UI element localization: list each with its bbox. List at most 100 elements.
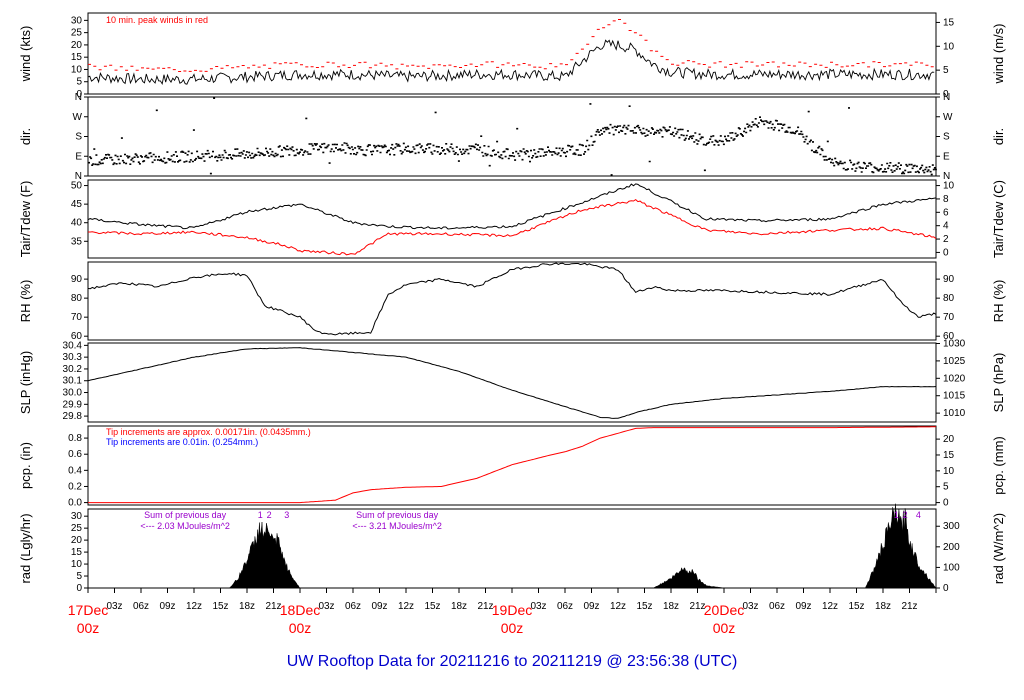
x-hour-label: 09z bbox=[795, 601, 811, 612]
rh-right-tick-label: 70 bbox=[943, 312, 955, 323]
wind-right-tick-label: 5 bbox=[943, 65, 949, 76]
rad-marker-label: 1 bbox=[894, 510, 899, 520]
x-hour-label: 21z bbox=[265, 601, 281, 612]
rad-right-tick-label: 0 bbox=[943, 583, 949, 594]
x-day-time-label: 00z bbox=[713, 620, 736, 636]
x-hour-label: 18z bbox=[239, 601, 255, 612]
pcp-left-tick-label: 0.4 bbox=[68, 465, 82, 476]
rad-marker-label: 4 bbox=[916, 510, 921, 520]
x-day-label: 17Dec bbox=[68, 602, 108, 618]
x-hour-label: 03z bbox=[742, 601, 758, 612]
dir-left-tick-label: S bbox=[75, 132, 82, 143]
x-hour-label: 15z bbox=[848, 601, 864, 612]
rad-left-tick-label: 15 bbox=[71, 547, 83, 558]
x-hour-label: 06z bbox=[345, 601, 361, 612]
pcp-left-tick-label: 0.0 bbox=[68, 498, 82, 509]
rh-left-tick-label: 80 bbox=[71, 293, 83, 304]
wind-ylabel-left: wind (kts) bbox=[18, 26, 33, 83]
x-day-label: 18Dec bbox=[280, 602, 320, 618]
panel-slp: 29.829.930.030.130.230.330.4 1010 1015 1020… bbox=[18, 338, 1006, 423]
slp-right-tick-label: 1015 bbox=[943, 391, 966, 402]
rad-note-label: Sum of previous day bbox=[356, 510, 439, 520]
slp-ylabel-right: SLP (hPa) bbox=[991, 353, 1006, 413]
wind-left-tick-label: 20 bbox=[71, 40, 83, 51]
temp-right-tick-label: 0 bbox=[943, 247, 949, 258]
rh-right-tick-label: 60 bbox=[943, 331, 955, 342]
slp-right-tick-label: 1020 bbox=[943, 373, 966, 384]
wind-left-tick-label: 30 bbox=[71, 15, 83, 26]
dir-left-tick-label: E bbox=[75, 151, 82, 162]
wind-series-mean bbox=[87, 39, 935, 86]
x-hour-label: 18z bbox=[451, 601, 467, 612]
x-hour-label: 09z bbox=[371, 601, 387, 612]
rh-series-0 bbox=[87, 262, 937, 336]
temp-left-tick-label: 40 bbox=[71, 218, 83, 229]
slp-left-tick-label: 30.1 bbox=[63, 376, 83, 387]
dir-right-tick-label: N bbox=[943, 171, 950, 182]
pcp-right-tick-label: 5 bbox=[943, 482, 949, 493]
rh-ylabel-left: RH (%) bbox=[18, 280, 33, 323]
x-hour-label: 21z bbox=[477, 601, 493, 612]
pcp-left-tick-label: 0.2 bbox=[68, 481, 82, 492]
x-day-time-label: 00z bbox=[501, 620, 524, 636]
x-hour-label: 15z bbox=[424, 601, 440, 612]
rad-note-value: <--- 3.21 MJoules/m^2 bbox=[352, 521, 442, 531]
x-hour-label: 12z bbox=[822, 601, 838, 612]
slp-right-tick-label: 1025 bbox=[943, 356, 966, 367]
rad-marker-label: 3 bbox=[284, 510, 289, 520]
x-hour-label: 06z bbox=[557, 601, 573, 612]
dir-right-tick-label: N bbox=[943, 92, 950, 103]
pcp-series-0 bbox=[88, 426, 936, 504]
x-day-time-label: 00z bbox=[289, 620, 312, 636]
wind-left-tick-label: 0 bbox=[76, 89, 82, 100]
temp-left-tick-label: 35 bbox=[71, 236, 83, 247]
rh-left-tick-label: 70 bbox=[71, 312, 83, 323]
panel-pcp: 0.0 0.2 0.4 0.6 0.8 0 5 10 15 20 pcp. (in) pcp. (mm… bbox=[18, 425, 1006, 509]
slp-left-tick-label: 30.2 bbox=[63, 364, 83, 375]
temp-series-air bbox=[87, 183, 937, 230]
x-axis: 03z 06z 09z 12z 15z 18z 21z 03z 06z 09z 12z 15z 18z 2… bbox=[68, 588, 937, 636]
pcp-right-tick-label: 15 bbox=[943, 450, 955, 461]
x-day-label: 19Dec bbox=[492, 602, 532, 618]
temp-right-tick-label: 2 bbox=[943, 234, 949, 245]
wind-right-tick-label: 0 bbox=[943, 89, 949, 100]
wind-right-tick-label: 15 bbox=[943, 17, 955, 28]
panel-temp: 35 40 45 50 0 2 4 6 8 10 Tair/Tdew (F) Tair/Tdew (C… bbox=[18, 179, 1006, 259]
rad-marker-label: 1 bbox=[258, 510, 263, 520]
rad-left-tick-label: 0 bbox=[76, 583, 82, 594]
x-hour-label: 03z bbox=[530, 601, 546, 612]
x-hour-label: 12z bbox=[610, 601, 626, 612]
temp-frame bbox=[87, 179, 937, 259]
dir-ylabel-right: dir. bbox=[991, 128, 1006, 145]
pcp-frame bbox=[87, 425, 937, 506]
rad-left-tick-label: 5 bbox=[76, 571, 82, 582]
x-hour-label: 12z bbox=[398, 601, 414, 612]
pcp-right-tick-label: 0 bbox=[943, 498, 949, 509]
wind-left-tick-label: 5 bbox=[76, 77, 82, 88]
wind-ylabel-right: wind (m/s) bbox=[991, 24, 1006, 85]
rh-ylabel-right: RH (%) bbox=[991, 280, 1006, 323]
temp-series-dew bbox=[88, 198, 937, 256]
pcp-ylabel-left: pcp. (in) bbox=[18, 442, 33, 489]
rad-left-tick-label: 20 bbox=[71, 535, 83, 546]
rad-right-tick-label: 100 bbox=[943, 562, 960, 573]
dir-right-tick-label: S bbox=[943, 132, 950, 143]
temp-right-tick-label: 8 bbox=[943, 194, 949, 205]
x-hour-label: 18z bbox=[663, 601, 679, 612]
wind-annotation: 10 min. peak winds in red bbox=[106, 15, 208, 25]
pcp-note-approx: Tip increments are approx. 0.00171in. (0… bbox=[106, 427, 311, 437]
temp-right-tick-label: 6 bbox=[943, 207, 949, 218]
x-hour-label: 18z bbox=[875, 601, 891, 612]
x-hour-label: 21z bbox=[689, 601, 705, 612]
chart-title: UW Rooftop Data for 20211216 to 20211219… bbox=[287, 653, 738, 670]
rad-ylabel-right: rad (W/m^2) bbox=[991, 513, 1006, 584]
pcp-right-tick-label: 10 bbox=[943, 466, 955, 477]
wind-series-peak bbox=[88, 19, 934, 72]
temp-right-tick-label: 4 bbox=[943, 221, 949, 232]
pcp-right-tick-label: 20 bbox=[943, 434, 955, 445]
slp-right-tick-label: 1030 bbox=[943, 338, 966, 349]
dir-ylabel-left: dir. bbox=[18, 128, 33, 145]
